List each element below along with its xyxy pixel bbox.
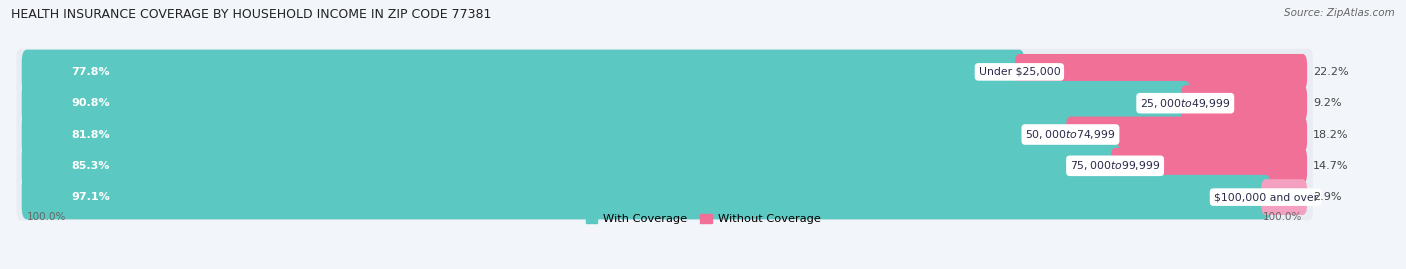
Text: 100.0%: 100.0%	[1263, 213, 1302, 222]
Text: 18.2%: 18.2%	[1313, 129, 1348, 140]
FancyBboxPatch shape	[21, 175, 1271, 219]
Text: $100,000 and over: $100,000 and over	[1213, 192, 1317, 202]
FancyBboxPatch shape	[17, 49, 1313, 95]
FancyBboxPatch shape	[17, 174, 1313, 220]
FancyBboxPatch shape	[21, 50, 1025, 94]
Text: 97.1%: 97.1%	[72, 192, 110, 202]
FancyBboxPatch shape	[1111, 148, 1308, 184]
Legend: With Coverage, Without Coverage: With Coverage, Without Coverage	[581, 209, 825, 229]
FancyBboxPatch shape	[17, 111, 1313, 158]
Text: 90.8%: 90.8%	[72, 98, 110, 108]
FancyBboxPatch shape	[1066, 116, 1308, 153]
Text: $25,000 to $49,999: $25,000 to $49,999	[1140, 97, 1230, 110]
FancyBboxPatch shape	[1181, 85, 1308, 121]
Text: 100.0%: 100.0%	[27, 213, 66, 222]
FancyBboxPatch shape	[1015, 54, 1308, 90]
FancyBboxPatch shape	[17, 80, 1313, 126]
Text: 9.2%: 9.2%	[1313, 98, 1341, 108]
FancyBboxPatch shape	[21, 144, 1121, 188]
Text: Source: ZipAtlas.com: Source: ZipAtlas.com	[1284, 8, 1395, 18]
Text: 14.7%: 14.7%	[1313, 161, 1348, 171]
Text: HEALTH INSURANCE COVERAGE BY HOUSEHOLD INCOME IN ZIP CODE 77381: HEALTH INSURANCE COVERAGE BY HOUSEHOLD I…	[11, 8, 492, 21]
FancyBboxPatch shape	[17, 143, 1313, 189]
FancyBboxPatch shape	[21, 81, 1191, 125]
FancyBboxPatch shape	[1261, 179, 1308, 215]
Text: 22.2%: 22.2%	[1313, 67, 1348, 77]
Text: 81.8%: 81.8%	[72, 129, 110, 140]
Text: 2.9%: 2.9%	[1313, 192, 1341, 202]
FancyBboxPatch shape	[21, 112, 1076, 157]
Text: 77.8%: 77.8%	[72, 67, 110, 77]
Text: $75,000 to $99,999: $75,000 to $99,999	[1070, 159, 1160, 172]
Text: $50,000 to $74,999: $50,000 to $74,999	[1025, 128, 1115, 141]
Text: Under $25,000: Under $25,000	[979, 67, 1060, 77]
Text: 85.3%: 85.3%	[72, 161, 110, 171]
